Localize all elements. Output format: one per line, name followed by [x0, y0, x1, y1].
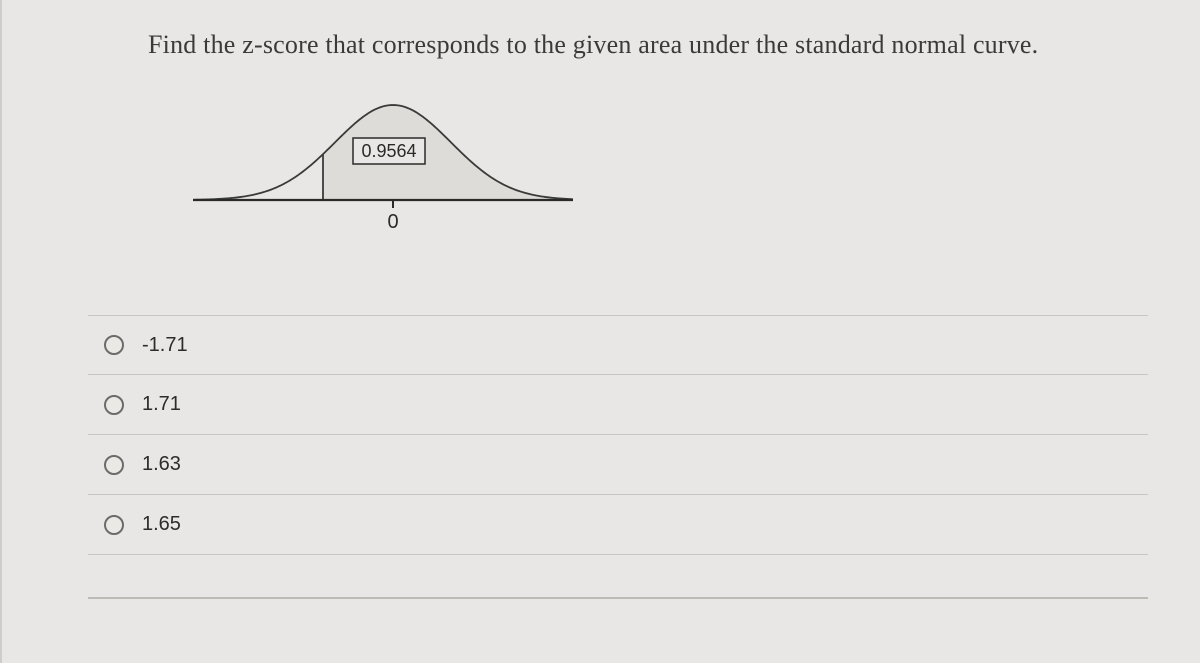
option-row[interactable]: 1.65 [88, 495, 1148, 555]
radio-icon[interactable] [104, 335, 124, 355]
bottom-rule [88, 597, 1148, 599]
radio-icon[interactable] [104, 515, 124, 535]
radio-icon[interactable] [104, 455, 124, 475]
question-page: Find the z-score that corresponds to the… [0, 0, 1200, 663]
option-row[interactable]: -1.71 [88, 315, 1148, 375]
normal-curve-svg: 0 0.9564 [183, 90, 583, 240]
option-label: 1.65 [142, 513, 181, 536]
option-row[interactable]: 1.71 [88, 375, 1148, 435]
option-label: -1.71 [142, 334, 188, 357]
svg-text:0.9564: 0.9564 [361, 141, 416, 161]
normal-curve-figure: 0 0.9564 [183, 90, 1160, 245]
question-prompt: Find the z-score that corresponds to the… [88, 30, 1160, 60]
option-row[interactable]: 1.63 [88, 435, 1148, 495]
radio-icon[interactable] [104, 395, 124, 415]
answer-options: -1.71 1.71 1.63 1.65 [88, 315, 1148, 555]
option-label: 1.71 [142, 393, 181, 416]
svg-text:0: 0 [387, 211, 398, 233]
option-label: 1.63 [142, 453, 181, 476]
